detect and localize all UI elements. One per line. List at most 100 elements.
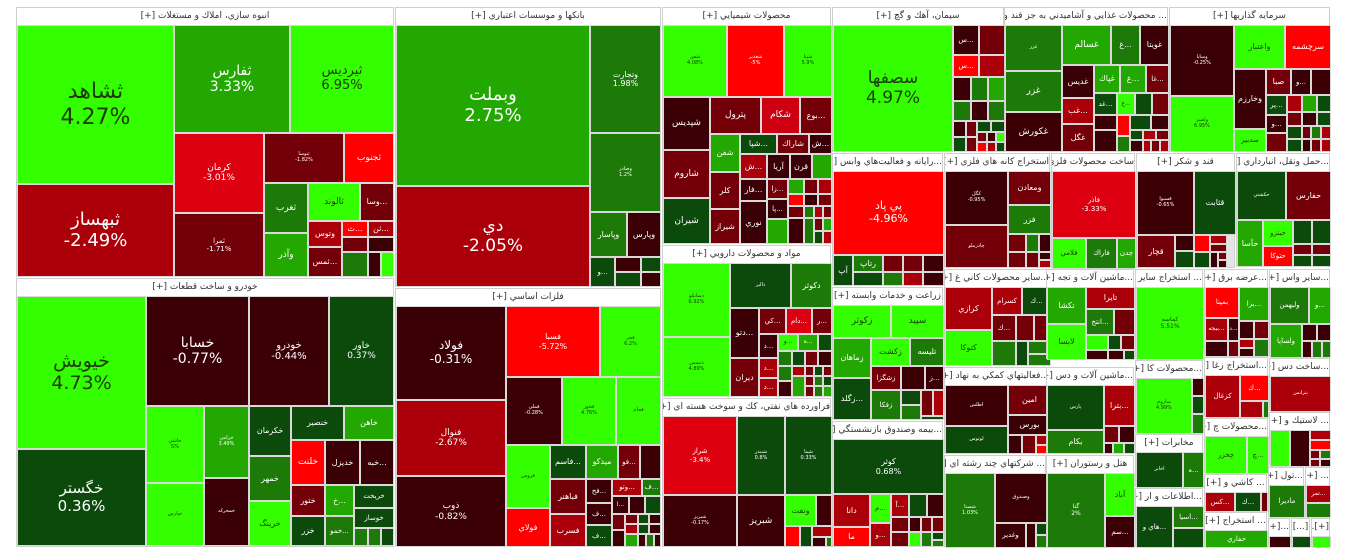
stock-tile[interactable] [381, 252, 394, 277]
stock-tile[interactable]: ...فاسم [550, 445, 586, 479]
stock-tile[interactable] [649, 524, 661, 534]
stock-tile[interactable] [1114, 309, 1135, 335]
stock-tile[interactable] [921, 517, 932, 532]
stock-tile[interactable] [805, 351, 818, 366]
stock-tile[interactable]: شبريز -0.17% [663, 495, 737, 547]
stock-tile[interactable]: آپ [833, 255, 853, 286]
sector-title-expand[interactable]: ...تول [+] [1269, 468, 1303, 486]
stock-tile[interactable] [923, 255, 944, 272]
stock-tile[interactable] [826, 537, 832, 547]
stock-tile[interactable]: وخارزم [1234, 69, 1266, 129]
stock-tile[interactable]: ...فار [740, 179, 767, 201]
stock-tile[interactable] [814, 386, 823, 397]
stock-tile[interactable] [640, 445, 661, 479]
stock-tile[interactable]: بورس [1008, 415, 1051, 435]
stock-tile[interactable] [649, 514, 661, 524]
stock-tile[interactable] [1320, 459, 1331, 467]
stock-tile[interactable] [891, 517, 909, 532]
stock-tile[interactable] [625, 524, 638, 534]
stock-tile[interactable] [1117, 115, 1130, 136]
stock-tile[interactable] [1130, 140, 1143, 152]
stock-tile[interactable]: ونفت [785, 495, 816, 526]
stock-tile[interactable]: خلنت [291, 440, 325, 485]
stock-tile[interactable] [979, 55, 1005, 77]
stock-tile[interactable] [1124, 350, 1135, 360]
stock-tile[interactable] [788, 179, 804, 194]
stock-tile[interactable] [804, 194, 818, 206]
stock-tile[interactable] [901, 366, 925, 390]
sector-title-expand[interactable]: ...بيمه وصندوق بازنشستگي [+] [833, 422, 942, 440]
stock-tile[interactable] [823, 218, 832, 231]
stock-tile[interactable] [1008, 252, 1026, 268]
stock-tile[interactable] [1321, 126, 1331, 139]
stock-tile[interactable] [342, 252, 368, 277]
stock-tile[interactable]: ...فو [618, 445, 640, 479]
stock-tile[interactable] [971, 101, 988, 121]
stock-tile[interactable]: غسالم [1062, 25, 1111, 65]
sector-title-expand[interactable]: ... كاشي و [+] [1205, 475, 1266, 493]
stock-tile[interactable]: ...خمو [325, 516, 354, 546]
stock-tile[interactable] [814, 206, 823, 218]
stock-tile[interactable]: ...و [778, 334, 798, 351]
stock-tile[interactable]: خيويش 4.73% [17, 296, 146, 449]
stock-tile[interactable]: ...پا [767, 199, 788, 219]
stock-tile[interactable] [966, 121, 977, 137]
stock-tile[interactable] [1293, 255, 1312, 267]
sector-title-expand[interactable]: ... [+] [1306, 468, 1329, 486]
stock-tile[interactable]: نوري [740, 201, 767, 244]
stock-tile[interactable]: ...س [953, 25, 979, 55]
stock-tile[interactable]: تايرا [1086, 287, 1135, 309]
stock-tile[interactable]: چخزر [1205, 436, 1247, 474]
stock-tile[interactable] [638, 534, 646, 547]
sector-title-expand[interactable]: ...محصولات كا [+] [1136, 361, 1202, 379]
stock-tile[interactable] [971, 77, 988, 101]
stock-tile[interactable]: وتوس [308, 221, 342, 247]
stock-tile[interactable]: ...چ [1247, 436, 1269, 474]
stock-tile[interactable] [1108, 335, 1121, 350]
stock-tile[interactable] [1270, 430, 1290, 467]
stock-tile[interactable]: سرچشمه [1285, 25, 1331, 69]
stock-tile[interactable]: ساروم 4.99% [1136, 378, 1192, 434]
stock-tile[interactable] [1311, 139, 1321, 152]
stock-tile[interactable]: غويتا [1140, 25, 1169, 65]
stock-tile[interactable]: بترانس [1270, 376, 1331, 412]
stock-tile[interactable]: امين [1008, 385, 1051, 415]
stock-tile[interactable] [805, 386, 814, 397]
stock-tile[interactable] [966, 137, 977, 152]
stock-tile[interactable]: غزر [1005, 71, 1062, 112]
stock-tile[interactable]: ثجنوب [344, 133, 394, 183]
stock-tile[interactable] [1151, 140, 1160, 152]
sector-title-expand[interactable]: ...عرضه برق [+] [1205, 270, 1267, 288]
stock-tile[interactable] [1094, 130, 1117, 152]
stock-tile[interactable]: ...غ [1120, 65, 1146, 93]
stock-tile[interactable] [1121, 335, 1135, 350]
stock-tile[interactable]: شفن 4.08% [663, 25, 727, 97]
stock-tile[interactable] [368, 252, 381, 277]
sector-title-expand[interactable]: [+]... [1312, 519, 1329, 537]
stock-tile[interactable]: دسانكو 6.92% [663, 263, 730, 337]
stock-tile[interactable] [641, 257, 661, 272]
stock-tile[interactable] [1312, 220, 1331, 244]
stock-tile[interactable]: كزغال [1205, 375, 1240, 418]
sector-title-expand[interactable]: مواد و محصولات دارويي [+] [663, 246, 830, 264]
stock-tile[interactable]: وبملت 2.75% [396, 25, 590, 186]
stock-tile[interactable]: كوثر 0.68% [833, 439, 944, 494]
stock-tile[interactable]: دانا [833, 494, 870, 527]
stock-tile[interactable] [953, 77, 971, 101]
stock-tile[interactable]: چدن [1117, 238, 1136, 269]
stock-tile[interactable]: ...س [953, 55, 979, 77]
stock-tile[interactable] [1240, 401, 1263, 418]
stock-tile[interactable]: خسابا -0.77% [146, 296, 249, 406]
stock-tile[interactable]: ماديرا [1269, 485, 1305, 518]
stock-tile[interactable]: شاراك [777, 134, 809, 154]
stock-tile[interactable]: ...ا [612, 496, 629, 514]
stock-tile[interactable] [625, 534, 638, 547]
stock-tile[interactable]: ...شپا [740, 134, 777, 154]
sector-title-expand[interactable]: قند و شكر [+] [1137, 154, 1234, 172]
stock-tile[interactable]: ...دام [786, 308, 812, 334]
stock-tile[interactable] [1239, 339, 1254, 348]
stock-tile[interactable]: بكام [1047, 430, 1104, 454]
stock-tile[interactable]: ...ث [342, 221, 368, 237]
stock-tile[interactable] [921, 390, 933, 416]
stock-tile[interactable]: خريخت [354, 485, 394, 508]
